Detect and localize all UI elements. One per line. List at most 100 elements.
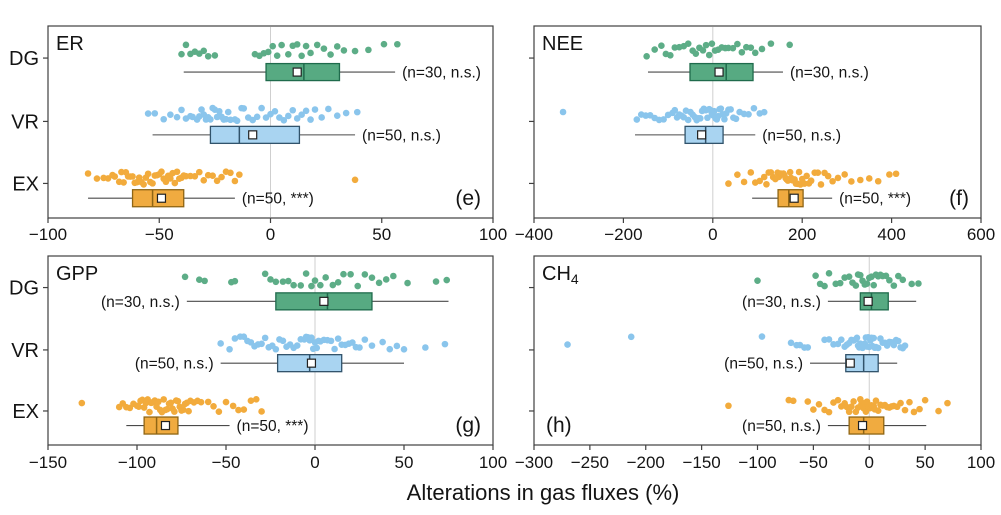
mean-marker — [863, 296, 873, 306]
y-label-vr: VR — [11, 111, 39, 133]
data-point — [886, 276, 893, 284]
data-point — [825, 270, 833, 277]
panel-title-ch4: CH4 — [542, 263, 579, 287]
panel-title-gpp: GPP — [56, 263, 98, 285]
x-tick-label: −50 — [799, 453, 828, 472]
data-point — [890, 282, 898, 289]
data-point — [916, 405, 923, 413]
data-point — [863, 280, 871, 287]
data-point — [732, 115, 740, 123]
data-point — [361, 336, 369, 343]
data-point — [204, 52, 212, 60]
data-point — [111, 173, 119, 180]
data-point — [841, 171, 848, 178]
data-point — [380, 40, 388, 48]
panel-ch4-plot-layer: −300 −250 −200 −150 −100 −50 0 50 100 — [515, 255, 995, 472]
data-point — [767, 40, 775, 47]
data-point — [564, 341, 571, 348]
data-point — [795, 168, 803, 176]
y-axis-labels-bottom: DG VR EX — [9, 278, 39, 423]
data-point — [216, 107, 223, 115]
data-point — [84, 170, 92, 177]
data-point — [340, 270, 347, 278]
x-tick-label: 0 — [865, 453, 874, 472]
mean-marker — [789, 193, 799, 203]
mean-marker — [845, 358, 855, 368]
data-point — [149, 180, 156, 187]
data-point — [327, 51, 334, 58]
x-tick-label: −250 — [571, 453, 609, 472]
data-point — [342, 109, 350, 117]
data-point — [279, 337, 287, 345]
data-point — [272, 278, 280, 286]
data-point — [307, 49, 314, 57]
data-point — [394, 40, 401, 48]
data-point — [870, 334, 878, 342]
data-point — [160, 396, 167, 403]
data-point — [200, 177, 208, 184]
data-point — [201, 277, 208, 285]
data-point — [320, 45, 328, 52]
data-point — [167, 111, 174, 119]
panel-frame — [533, 255, 982, 446]
y-label-ex: EX — [12, 173, 39, 195]
data-point — [738, 48, 746, 56]
panel-title-nee: NEE — [542, 33, 583, 55]
x-tick-label: −400 — [515, 225, 553, 244]
data-point — [167, 399, 175, 407]
mean-marker — [714, 67, 724, 77]
data-point — [235, 406, 242, 414]
data-point — [382, 276, 390, 283]
data-point — [821, 282, 828, 290]
data-point — [258, 408, 265, 415]
data-point — [253, 113, 261, 121]
annotation-gpp-vr: (n=50, n.s.) — [135, 356, 214, 373]
data-point — [368, 274, 376, 281]
data-point — [351, 176, 359, 184]
data-point — [224, 108, 232, 116]
data-point — [745, 110, 752, 118]
data-point — [803, 172, 810, 180]
data-point — [804, 344, 812, 351]
data-point — [559, 108, 567, 116]
data-point — [293, 342, 301, 349]
data-point — [853, 334, 861, 342]
mean-marker — [156, 193, 167, 203]
data-point — [756, 177, 764, 185]
data-point — [915, 280, 922, 287]
data-point — [278, 41, 285, 49]
data-point — [196, 168, 203, 176]
data-point — [279, 278, 287, 285]
panel-nee: −400 −200 0 200 400 600 NEE (f) (n=30, n.s.) … — [515, 25, 995, 244]
data-point — [901, 342, 909, 349]
data-point — [901, 406, 909, 414]
data-point — [197, 398, 205, 406]
data-point — [897, 399, 904, 407]
data-point — [179, 406, 187, 414]
data-point — [815, 401, 823, 408]
box — [265, 62, 341, 82]
data-point — [740, 178, 748, 186]
data-point — [204, 398, 212, 406]
panel-letter-f: (f) — [949, 187, 969, 210]
data-point — [935, 407, 942, 415]
data-point — [787, 339, 795, 347]
data-point — [353, 108, 361, 116]
data-point — [285, 50, 292, 58]
data-point — [351, 47, 359, 55]
data-point — [814, 169, 822, 177]
data-point — [290, 281, 297, 289]
data-point — [857, 271, 864, 279]
panel-frame — [47, 25, 494, 219]
x-tick-label: 0 — [310, 453, 319, 472]
data-point — [643, 53, 650, 60]
data-point — [870, 281, 878, 289]
data-point — [191, 172, 199, 180]
annotation-gpp-ex: (n=50, ***) — [237, 418, 309, 435]
mean-marker — [160, 420, 171, 431]
data-point — [155, 398, 162, 406]
data-point — [261, 334, 269, 342]
data-point — [763, 180, 770, 188]
data-point — [810, 406, 817, 413]
data-point — [347, 270, 354, 278]
